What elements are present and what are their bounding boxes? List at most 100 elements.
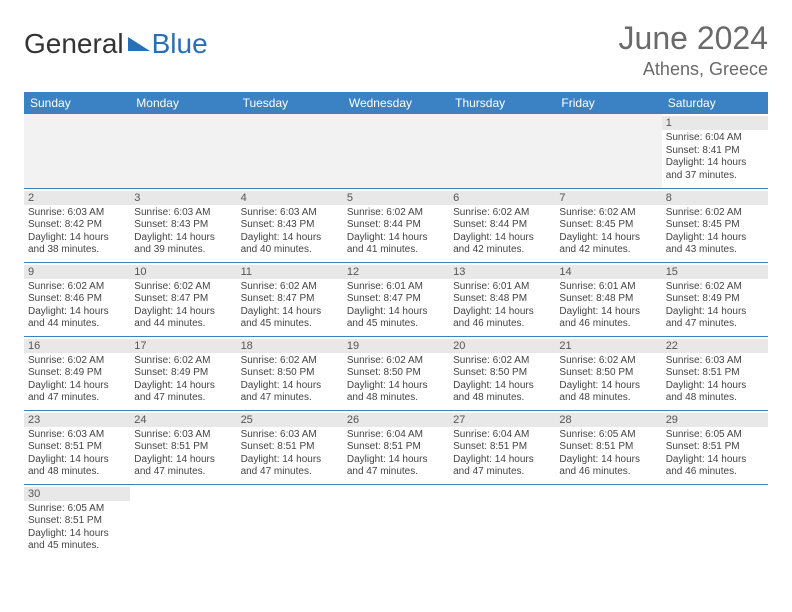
calendar-blank-cell xyxy=(555,484,661,558)
sunset-text: Sunset: 8:43 PM xyxy=(241,219,339,232)
day-number: 29 xyxy=(662,413,768,427)
day-info: Sunrise: 6:05 AMSunset: 8:51 PMDaylight:… xyxy=(666,429,764,479)
calendar-blank-cell xyxy=(237,484,343,558)
calendar-blank-cell xyxy=(555,114,661,188)
calendar-day-cell: 1Sunrise: 6:04 AMSunset: 8:41 PMDaylight… xyxy=(662,114,768,188)
sunrise-text: Sunrise: 6:02 AM xyxy=(453,355,551,368)
day-info: Sunrise: 6:02 AMSunset: 8:49 PMDaylight:… xyxy=(28,355,126,405)
day-info: Sunrise: 6:04 AMSunset: 8:41 PMDaylight:… xyxy=(666,132,764,182)
sunrise-text: Sunrise: 6:01 AM xyxy=(559,281,657,294)
calendar-day-cell: 14Sunrise: 6:01 AMSunset: 8:48 PMDayligh… xyxy=(555,262,661,336)
calendar-day-cell: 16 Sunrise: 6:02 AMSunset: 8:49 PMDayligh… xyxy=(24,336,130,410)
day-number: 26 xyxy=(343,413,449,427)
sunset-text: Sunset: 8:51 PM xyxy=(559,441,657,454)
sunrise-text: Sunrise: 6:04 AM xyxy=(453,429,551,442)
weekday-header: Tuesday xyxy=(237,92,343,114)
sunrise-text: Sunrise: 6:02 AM xyxy=(134,281,232,294)
calendar-blank-cell xyxy=(449,484,555,558)
sunset-text: Sunset: 8:48 PM xyxy=(453,293,551,306)
sunset-text: Sunset: 8:47 PM xyxy=(241,293,339,306)
sunset-text: Sunset: 8:45 PM xyxy=(559,219,657,232)
day-number: 4 xyxy=(237,191,343,205)
daylight-text: Daylight: 14 hours and 41 minutes. xyxy=(347,232,445,257)
day-number: 24 xyxy=(130,413,236,427)
calendar-week-row: 16Sunrise: 6:02 AMSunset: 8:49 PMDayligh… xyxy=(24,336,768,410)
day-info: Sunrise: 6:02 AMSunset: 8:47 PMDaylight:… xyxy=(134,281,232,331)
daylight-text: Daylight: 14 hours and 48 minutes. xyxy=(559,380,657,405)
calendar-week-row: 2Sunrise: 6:03 AMSunset: 8:42 PMDaylight… xyxy=(24,188,768,262)
sunset-text: Sunset: 8:51 PM xyxy=(453,441,551,454)
sunrise-text: Sunrise: 6:02 AM xyxy=(666,207,764,220)
daylight-text: Daylight: 14 hours and 46 minutes. xyxy=(453,306,551,331)
daylight-text: Daylight: 14 hours and 47 minutes. xyxy=(347,454,445,479)
calendar-day-cell: 23Sunrise: 6:03 AMSunset: 8:51 PMDayligh… xyxy=(24,410,130,484)
day-number: 9 xyxy=(24,265,130,279)
day-number: 19 xyxy=(343,339,449,353)
day-number: 21 xyxy=(555,339,661,353)
day-info: Sunrise: 6:02 AMSunset: 8:46 PMDaylight:… xyxy=(28,281,126,331)
brand-part1: General xyxy=(24,28,124,60)
day-number: 20 xyxy=(449,339,555,353)
sunset-text: Sunset: 8:49 PM xyxy=(28,367,126,380)
sunrise-text: Sunrise: 6:01 AM xyxy=(453,281,551,294)
day-number: 28 xyxy=(555,413,661,427)
day-number: 15 xyxy=(662,265,768,279)
sunrise-text: Sunrise: 6:02 AM xyxy=(559,207,657,220)
day-number: 25 xyxy=(237,413,343,427)
calendar-day-cell: 26 Sunrise: 6:04 AMSunset: 8:51 PMDayligh… xyxy=(343,410,449,484)
day-number: 16 xyxy=(24,339,130,353)
daylight-text: Daylight: 14 hours and 44 minutes. xyxy=(134,306,232,331)
sunset-text: Sunset: 8:50 PM xyxy=(347,367,445,380)
calendar-day-cell: 7 Sunrise: 6:02 AMSunset: 8:45 PMDaylight… xyxy=(555,188,661,262)
calendar-table: SundayMondayTuesdayWednesdayThursdayFrid… xyxy=(24,92,768,558)
sunset-text: Sunset: 8:48 PM xyxy=(559,293,657,306)
calendar-blank-cell xyxy=(662,484,768,558)
sunset-text: Sunset: 8:47 PM xyxy=(134,293,232,306)
calendar-day-cell: 2Sunrise: 6:03 AMSunset: 8:42 PMDaylight… xyxy=(24,188,130,262)
calendar-day-cell: 18Sunrise: 6:02 AMSunset: 8:50 PMDayligh… xyxy=(237,336,343,410)
calendar-day-cell: 27Sunrise: 6:04 AMSunset: 8:51 PMDayligh… xyxy=(449,410,555,484)
sunset-text: Sunset: 8:51 PM xyxy=(347,441,445,454)
sunset-text: Sunset: 8:42 PM xyxy=(28,219,126,232)
calendar-day-cell: 28Sunrise: 6:05 AMSunset: 8:51 PMDayligh… xyxy=(555,410,661,484)
daylight-text: Daylight: 14 hours and 44 minutes. xyxy=(28,306,126,331)
day-number: 12 xyxy=(343,265,449,279)
daylight-text: Daylight: 14 hours and 46 minutes. xyxy=(559,454,657,479)
daylight-text: Daylight: 14 hours and 47 minutes. xyxy=(453,454,551,479)
sunrise-text: Sunrise: 6:04 AM xyxy=(347,429,445,442)
weekday-header: Monday xyxy=(130,92,236,114)
sunset-text: Sunset: 8:50 PM xyxy=(559,367,657,380)
daylight-text: Daylight: 14 hours and 45 minutes. xyxy=(347,306,445,331)
weekday-header: Thursday xyxy=(449,92,555,114)
daylight-text: Daylight: 14 hours and 48 minutes. xyxy=(453,380,551,405)
day-info: Sunrise: 6:01 AMSunset: 8:48 PMDaylight:… xyxy=(453,281,551,331)
sunset-text: Sunset: 8:49 PM xyxy=(666,293,764,306)
calendar-day-cell: 10Sunrise: 6:02 AMSunset: 8:47 PMDayligh… xyxy=(130,262,236,336)
daylight-text: Daylight: 14 hours and 39 minutes. xyxy=(134,232,232,257)
daylight-text: Daylight: 14 hours and 47 minutes. xyxy=(134,454,232,479)
sunrise-text: Sunrise: 6:04 AM xyxy=(666,132,764,145)
sunset-text: Sunset: 8:51 PM xyxy=(666,367,764,380)
day-info: Sunrise: 6:04 AMSunset: 8:51 PMDaylight:… xyxy=(347,429,445,479)
day-number: 7 xyxy=(555,191,661,205)
sunset-text: Sunset: 8:50 PM xyxy=(241,367,339,380)
sunset-text: Sunset: 8:51 PM xyxy=(134,441,232,454)
day-number: 3 xyxy=(130,191,236,205)
calendar-day-cell: 20 Sunrise: 6:02 AMSunset: 8:50 PMDayligh… xyxy=(449,336,555,410)
day-info: Sunrise: 6:03 AMSunset: 8:51 PMDaylight:… xyxy=(28,429,126,479)
day-info: Sunrise: 6:02 AMSunset: 8:50 PMDaylight:… xyxy=(559,355,657,405)
day-info: Sunrise: 6:03 AMSunset: 8:43 PMDaylight:… xyxy=(241,207,339,257)
sunset-text: Sunset: 8:44 PM xyxy=(347,219,445,232)
sunset-text: Sunset: 8:50 PM xyxy=(453,367,551,380)
daylight-text: Daylight: 14 hours and 42 minutes. xyxy=(559,232,657,257)
sunrise-text: Sunrise: 6:05 AM xyxy=(28,503,126,516)
daylight-text: Daylight: 14 hours and 38 minutes. xyxy=(28,232,126,257)
calendar-day-cell: 13Sunrise: 6:01 AMSunset: 8:48 PMDayligh… xyxy=(449,262,555,336)
sunset-text: Sunset: 8:41 PM xyxy=(666,145,764,158)
day-info: Sunrise: 6:01 AMSunset: 8:48 PMDaylight:… xyxy=(559,281,657,331)
daylight-text: Daylight: 14 hours and 40 minutes. xyxy=(241,232,339,257)
day-info: Sunrise: 6:02 AMSunset: 8:50 PMDaylight:… xyxy=(347,355,445,405)
sail-icon xyxy=(128,37,150,51)
calendar-day-cell: 24Sunrise: 6:03 AMSunset: 8:51 PMDayligh… xyxy=(130,410,236,484)
sunrise-text: Sunrise: 6:03 AM xyxy=(666,355,764,368)
